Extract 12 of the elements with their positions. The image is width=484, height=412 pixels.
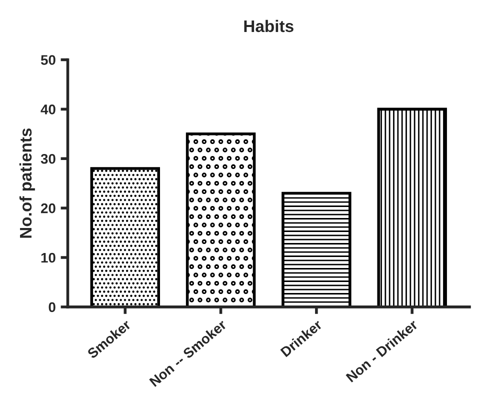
- bar: [186, 132, 256, 307]
- y-axis-title: No.of patients: [19, 128, 35, 238]
- y-tick-label: 50: [40, 55, 56, 65]
- bar: [377, 108, 447, 307]
- y-tick-label: 30: [40, 154, 56, 164]
- bar: [90, 167, 160, 307]
- y-tick-label: 10: [41, 252, 56, 263]
- y-tick-label: 20: [40, 203, 56, 214]
- chart-title: Habits: [244, 20, 294, 32]
- y-tick-label: 40: [40, 104, 56, 114]
- bar: [282, 192, 352, 307]
- y-tick-label: 0: [48, 302, 56, 312]
